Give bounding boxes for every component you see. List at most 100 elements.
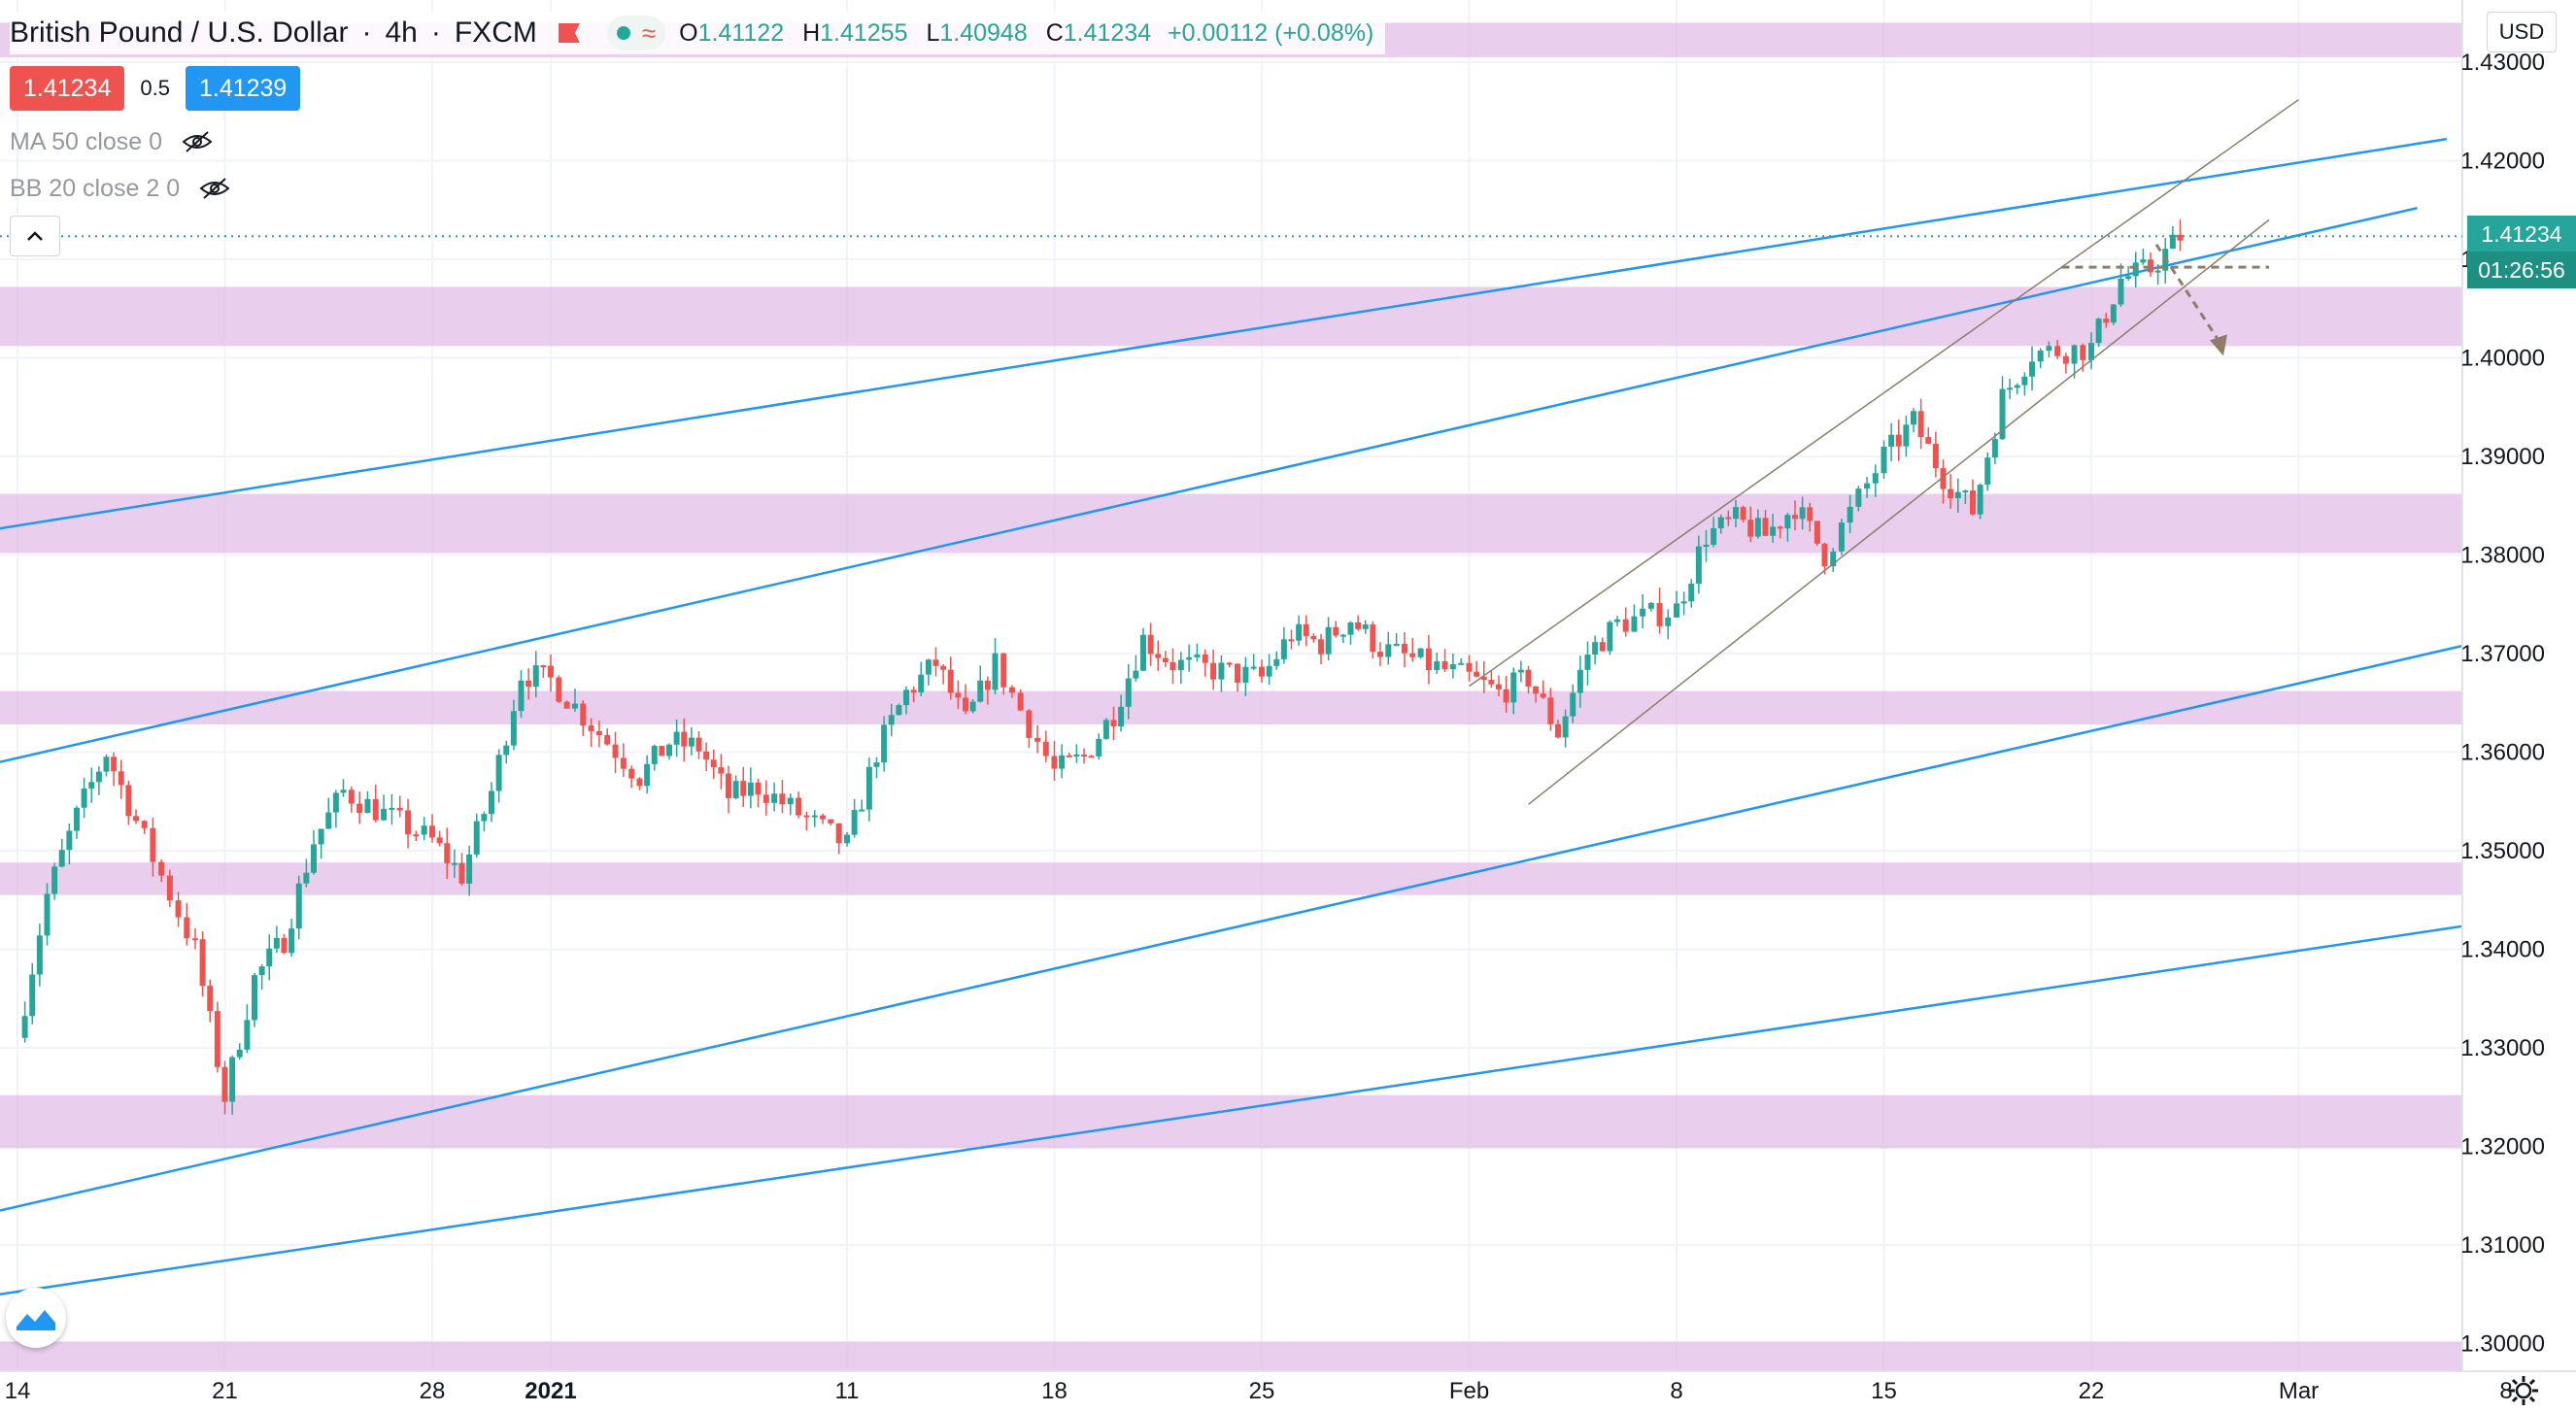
candle-body: [221, 1066, 228, 1102]
interval-label[interactable]: 4h: [385, 17, 418, 49]
candle-body: [771, 793, 778, 803]
candle-body: [755, 782, 762, 795]
candle-body: [1747, 520, 1754, 537]
buy-button[interactable]: 1.41239: [185, 66, 301, 111]
candle-body: [1647, 602, 1654, 609]
candle-body: [811, 815, 818, 818]
candle-body: [229, 1057, 236, 1102]
time-axis-bg[interactable]: [0, 1371, 2462, 1412]
candle-body: [318, 828, 324, 845]
settings-button[interactable]: [2502, 1369, 2545, 1412]
candle-body: [1917, 411, 1924, 438]
candle-body: [1903, 424, 1910, 447]
candle-body: [207, 986, 214, 1012]
candle-body: [844, 834, 850, 844]
candle-body: [1725, 517, 1732, 520]
candle-body: [2029, 361, 2035, 377]
candle-body: [2169, 234, 2176, 250]
candle-body: [2125, 276, 2132, 280]
candle-body: [1218, 662, 1225, 680]
candle-body: [332, 792, 339, 813]
candle-body: [828, 819, 834, 824]
candle-body: [1533, 686, 1540, 694]
candle-body: [1385, 644, 1392, 657]
candle-body: [556, 677, 562, 702]
candle-body: [571, 703, 578, 709]
candle-body: [803, 815, 810, 818]
price-tick-label: 1.43000: [2460, 50, 2545, 76]
flag-icon[interactable]: [558, 23, 580, 43]
sell-button[interactable]: 1.41234: [10, 66, 125, 111]
price-tick-label: 1.42000: [2460, 149, 2545, 175]
candle-body: [688, 737, 695, 747]
candle-body: [1466, 662, 1473, 672]
time-tick-label: 18: [1041, 1378, 1068, 1404]
candle-body: [2103, 319, 2110, 323]
candle-body: [888, 715, 895, 725]
candle-body: [977, 680, 984, 702]
currency-button[interactable]: USD: [2487, 12, 2557, 52]
candle-body: [1895, 434, 1902, 447]
candle-body: [381, 808, 388, 821]
candle-body: [1480, 676, 1487, 681]
price-axis-bg[interactable]: [2462, 0, 2576, 1371]
candle-body: [281, 937, 288, 954]
tradingview-logo-button[interactable]: [6, 1288, 66, 1348]
eye-hidden-icon[interactable]: [182, 130, 213, 153]
candle-body: [955, 692, 962, 698]
spread-value: 0.5: [140, 76, 170, 100]
indicator-bb[interactable]: BB 20 close 2 0: [10, 169, 230, 208]
candle-body: [372, 798, 379, 821]
candle-body: [2088, 343, 2094, 360]
market-status[interactable]: ≈: [606, 16, 666, 50]
candle-body: [103, 756, 110, 772]
candle-body: [1948, 488, 1954, 499]
price-channel: [1469, 98, 2299, 805]
candle-body: [666, 744, 672, 756]
candle-body: [1162, 657, 1169, 662]
candle-body: [1665, 617, 1672, 626]
candle-body: [1110, 720, 1117, 727]
collapse-legend-button[interactable]: [10, 216, 60, 256]
candle-body: [1008, 687, 1015, 693]
candle-body: [763, 794, 769, 803]
candle-body: [288, 928, 295, 954]
candle-body: [644, 763, 651, 787]
candle-body: [1855, 488, 1862, 507]
candle-body: [1631, 616, 1638, 632]
candle-body: [1555, 723, 1561, 738]
time-tick-label: 8: [2499, 1378, 2512, 1404]
candle-body: [1614, 619, 1620, 622]
candle-body: [111, 756, 118, 772]
candle-body: [1864, 483, 1871, 489]
eye-hidden-icon[interactable]: [199, 177, 230, 200]
candle-body: [1325, 626, 1332, 655]
candle-body: [1792, 515, 1798, 520]
candle-body: [695, 737, 702, 752]
logo-icon: [17, 1310, 55, 1330]
exchange-label[interactable]: FXCM: [454, 17, 537, 49]
candle-body: [192, 938, 198, 941]
candle-body: [963, 697, 968, 712]
projection-arrow: [2061, 243, 2269, 356]
candle-body: [1155, 654, 1162, 658]
candle-body: [1940, 468, 1947, 489]
indicator-ma[interactable]: MA 50 close 0: [10, 122, 213, 161]
candle-body: [2095, 319, 2102, 344]
candle-body: [859, 809, 865, 812]
chevron-up-icon: [27, 231, 43, 241]
symbol-title[interactable]: British Pound / U.S. Dollar: [10, 17, 349, 49]
candle-body: [364, 798, 371, 814]
candle-body: [1194, 654, 1201, 657]
candle-body: [1177, 659, 1184, 671]
candle-body: [95, 771, 102, 783]
candle-body: [940, 665, 947, 670]
last-price-badge: 1.41234: [2467, 216, 2576, 252]
candle-body: [74, 807, 80, 831]
candle-body: [910, 689, 917, 693]
candle-body: [1059, 755, 1066, 769]
candle-body: [1393, 644, 1400, 647]
price-tick-label: 1.37000: [2460, 641, 2545, 667]
candle-body: [214, 1011, 220, 1067]
